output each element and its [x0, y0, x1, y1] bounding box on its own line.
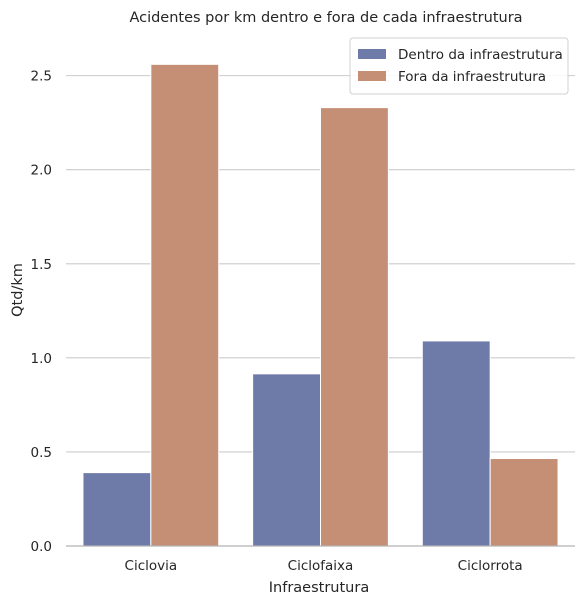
y-tick-label: 0.0 — [31, 539, 52, 555]
chart-title: Acidentes por km dentro e fora de cada i… — [129, 10, 522, 26]
bar-inside-ciclovia — [82, 472, 152, 547]
legend-box — [349, 37, 569, 95]
y-axis-ticks: 0.0 0.5 1.0 1.5 2.0 2.5 — [31, 69, 52, 555]
y-tick-label: 2.0 — [31, 163, 52, 179]
legend-label: Fora da infraestrutura — [398, 69, 546, 85]
y-tick-label: 1.5 — [31, 257, 52, 273]
bar-outside-ciclovia — [150, 63, 220, 547]
y-axis-label: Qtd/km — [10, 263, 26, 317]
legend-swatch — [358, 49, 386, 59]
legend: Dentro da infraestrutura Fora da infraest… — [349, 37, 569, 95]
legend-label: Dentro da infraestrutura — [398, 47, 563, 63]
y-tick-label: 0.5 — [31, 445, 52, 461]
x-tick-label: Ciclovia — [125, 558, 178, 574]
bar-inside-ciclorrota — [421, 340, 491, 547]
bar-outside-ciclorrota — [489, 458, 559, 547]
bar-inside-ciclofaixa — [252, 373, 321, 547]
x-axis-label: Infraestrutura — [269, 580, 369, 596]
y-tick-label: 1.0 — [31, 351, 52, 367]
x-axis-ticks: Ciclovia Ciclofaixa Ciclorrota — [125, 558, 523, 574]
legend-swatch — [358, 71, 386, 81]
x-tick-label: Ciclofaixa — [288, 558, 354, 574]
y-tick-label: 2.5 — [31, 69, 52, 85]
bars — [82, 63, 559, 547]
x-tick-label: Ciclorrota — [458, 558, 523, 574]
bar-outside-ciclofaixa — [320, 107, 389, 547]
